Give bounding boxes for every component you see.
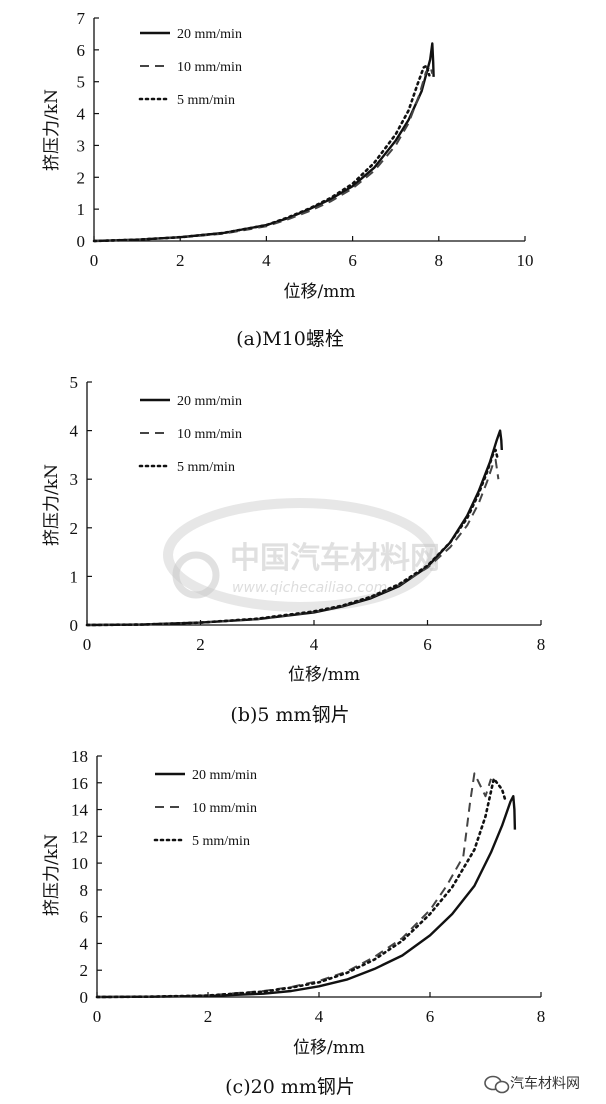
legend: 20 mm/min 10 mm/min 5 mm/min (138, 394, 242, 475)
legend-label: 10 mm/min (192, 801, 257, 816)
chart-a: 0 2 4 6 8 10 0 1 2 3 4 5 6 7 位移/mm 挤压力/kN 20 mm/min 10 mm… (42, 9, 534, 350)
x-axis-label: 位移/mm (284, 282, 356, 302)
legend: 20 mm/min 10 mm/min 5 mm/min (138, 27, 242, 108)
y-tick-label: 12 (71, 827, 88, 846)
x-tick-label: 0 (90, 251, 99, 270)
y-tick-label: 10 (71, 854, 88, 873)
watermark-text: 中国汽车材料网 (230, 541, 440, 576)
legend-label: 5 mm/min (192, 834, 250, 849)
y-tick-label: 2 (80, 961, 89, 980)
x-tick-label: 4 (262, 251, 271, 270)
y-tick-label: 4 (77, 105, 86, 124)
y-tick-label: 3 (70, 470, 79, 489)
y-tick-label: 5 (70, 373, 79, 392)
legend-label: 5 mm/min (177, 460, 235, 475)
legend-label: 20 mm/min (177, 394, 242, 409)
y-tick-label: 18 (71, 747, 88, 766)
brand-badge: 汽车材料网 (484, 1075, 580, 1094)
y-tick-label: 3 (77, 136, 86, 155)
x-tick-label: 2 (176, 251, 185, 270)
chart-c: 0 2 4 6 8 0 2 4 6 8 10 12 14 16 18 位移/mm 挤压力/kN 20 mm/min… (42, 747, 545, 1098)
x-tick-label: 2 (204, 1007, 213, 1026)
x-tick-label: 0 (83, 635, 92, 654)
y-tick-label: 1 (77, 200, 86, 219)
y-tick-label: 5 (77, 73, 86, 92)
chart-caption: (c)20 mm钢片 (225, 1076, 355, 1098)
y-tick-label: 2 (77, 168, 86, 187)
watermark: 中国汽车材料网 www.qichecailiao.com (163, 498, 440, 612)
y-tick-label: 2 (70, 519, 79, 538)
x-axis-label: 位移/mm (293, 1038, 365, 1058)
x-tick-label: 8 (435, 251, 444, 270)
wechat-icon (484, 1075, 510, 1094)
y-tick-label: 4 (80, 934, 89, 953)
y-tick-label: 16 (71, 774, 88, 793)
y-tick-label: 4 (70, 422, 79, 441)
x-tick-label: 8 (537, 635, 546, 654)
series-line-solid (96, 795, 517, 999)
y-tick-label: 14 (71, 801, 89, 820)
watermark-swoosh (163, 498, 437, 612)
legend-label: 5 mm/min (177, 93, 235, 108)
y-tick-label: 6 (77, 41, 86, 60)
series-line-dotted (95, 777, 507, 999)
series-line-solid (93, 42, 435, 243)
legend: 20 mm/min 10 mm/min 5 mm/min (153, 768, 257, 849)
x-tick-label: 4 (315, 1007, 324, 1026)
watermark-logo-icon (172, 551, 220, 599)
y-tick-label: 1 (70, 567, 79, 586)
chart-caption: (a)M10螺栓 (236, 328, 344, 350)
y-tick-label: 6 (80, 908, 89, 927)
series-line-dashed (86, 458, 500, 626)
x-tick-label: 6 (426, 1007, 435, 1026)
y-axis-label: 挤压力/kN (42, 834, 62, 916)
watermark-url: www.qichecailiao.com (232, 580, 387, 596)
brand-text: 汽车材料网 (510, 1075, 580, 1092)
legend-label: 20 mm/min (192, 768, 257, 783)
x-tick-label: 6 (348, 251, 357, 270)
legend-label: 10 mm/min (177, 60, 242, 75)
series-line-dotted (85, 448, 500, 627)
series-line-dotted (92, 64, 431, 243)
chart-b: 0 2 4 6 8 0 1 2 3 4 5 位移/mm 挤压力/kN 20 mm/min 10 mm/min… (42, 373, 545, 726)
x-axis-label: 位移/mm (288, 665, 360, 685)
x-tick-label: 8 (537, 1007, 546, 1026)
y-tick-label: 7 (77, 9, 86, 28)
chart-caption: (b)5 mm钢片 (230, 704, 349, 726)
legend-label: 20 mm/min (177, 27, 242, 42)
y-tick-label: 8 (80, 881, 89, 900)
y-axis-label: 挤压力/kN (42, 464, 62, 546)
x-tick-label: 10 (517, 251, 534, 270)
x-tick-label: 0 (93, 1007, 102, 1026)
x-tick-label: 4 (310, 635, 319, 654)
y-tick-label: 0 (77, 232, 86, 251)
y-axis-label: 挤压力/kN (42, 89, 62, 171)
x-tick-label: 2 (196, 635, 205, 654)
y-tick-label: 0 (70, 616, 79, 635)
x-tick-label: 6 (423, 635, 432, 654)
legend-label: 10 mm/min (177, 427, 242, 442)
y-tick-label: 0 (80, 988, 89, 1007)
